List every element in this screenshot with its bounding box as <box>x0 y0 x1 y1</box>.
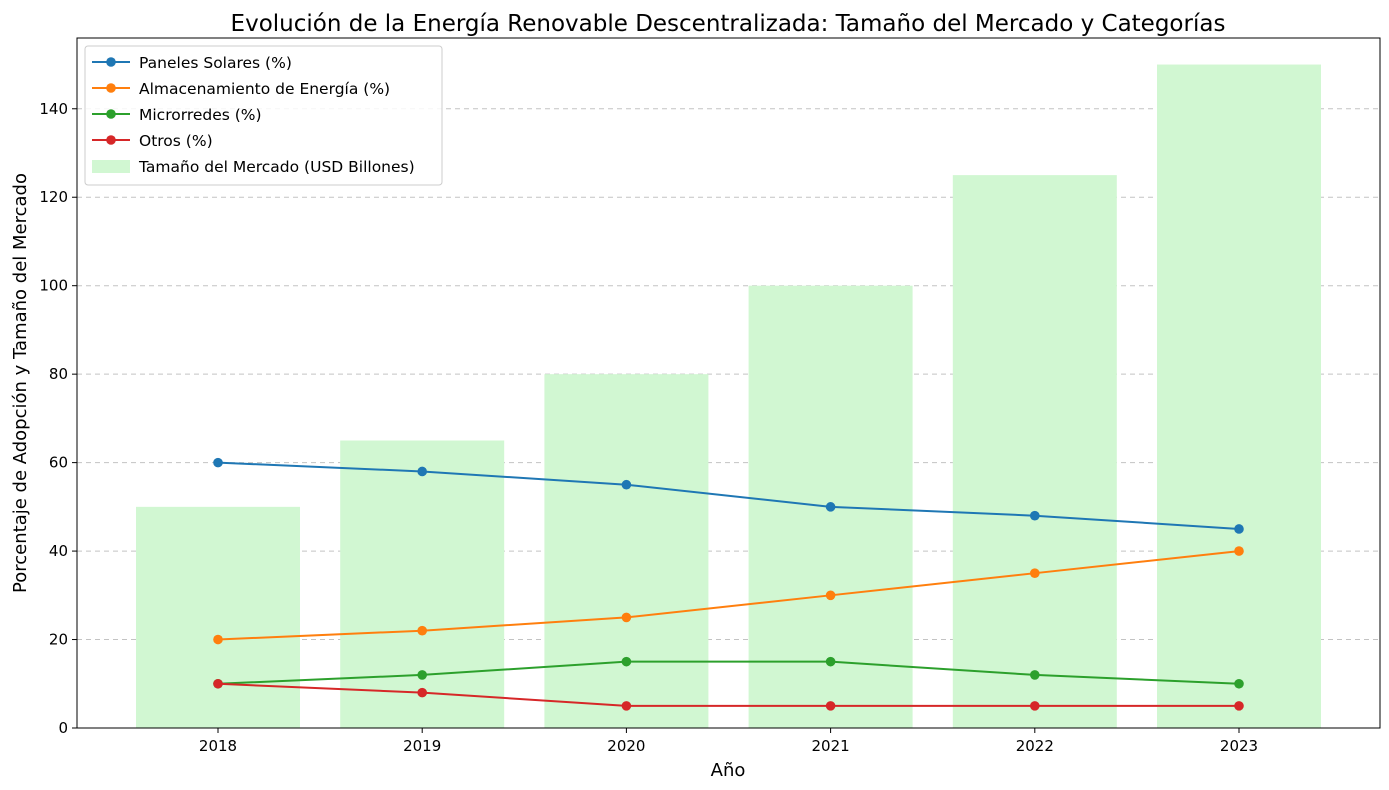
y-tick-label: 80 <box>49 365 68 383</box>
series-line <box>217 660 1240 685</box>
series-point <box>417 687 428 698</box>
series-point <box>213 457 223 468</box>
y-tick-label: 60 <box>49 454 68 472</box>
series-point <box>825 656 836 667</box>
series-point <box>825 590 836 601</box>
series-point <box>1234 678 1244 689</box>
series-line <box>217 461 1240 530</box>
bar-market-size <box>952 175 1117 729</box>
y-tick-label: 120 <box>39 188 68 206</box>
y-tick-label: 20 <box>49 631 68 649</box>
series-point <box>1030 670 1040 680</box>
series-point <box>1030 701 1040 711</box>
legend-label: Otros (%) <box>139 132 213 150</box>
series-point <box>1234 524 1244 534</box>
series-line <box>217 550 1240 641</box>
series-point <box>1234 701 1244 711</box>
series-point <box>213 634 223 645</box>
x-tick-label: 2021 <box>812 737 850 755</box>
x-tick-label: 2023 <box>1220 737 1258 755</box>
y-tick-label: 0 <box>58 719 68 737</box>
series-point <box>1030 568 1040 578</box>
bar-market-size <box>544 374 709 728</box>
legend: Paneles Solares (%) Almacenamiento de Ene… <box>84 45 443 186</box>
y-tick-label: 140 <box>39 100 68 118</box>
x-tick-label: 2019 <box>403 737 441 755</box>
series-point <box>621 612 632 623</box>
series-point <box>621 701 632 711</box>
bar-market-size <box>136 506 300 728</box>
series-point <box>621 479 632 490</box>
series-point <box>1030 510 1040 521</box>
series-point <box>213 678 223 689</box>
chart-title: Evolución de la Energía Renovable Descen… <box>231 11 1226 37</box>
series-point <box>1234 546 1244 556</box>
legend-label: Almacenamiento de Energía (%) <box>139 80 390 98</box>
legend-label: Tamaño del Mercado (USD Billones) <box>138 158 415 176</box>
legend-marker-swatch <box>106 83 116 93</box>
legend-marker-swatch <box>106 109 116 119</box>
series-point <box>825 502 836 512</box>
line-layer <box>213 457 1244 711</box>
series-point <box>417 670 428 680</box>
y-tick-label: 100 <box>39 277 68 295</box>
x-axis-label: Año <box>711 760 746 781</box>
series-point <box>621 656 632 667</box>
legend-marker-swatch <box>106 57 116 67</box>
series-line <box>217 682 1239 707</box>
legend-bar-swatch <box>92 160 130 173</box>
series-point <box>417 625 428 636</box>
bar-market-size <box>1157 64 1321 729</box>
bar-market-size <box>340 440 505 728</box>
legend-box <box>84 45 443 186</box>
legend-marker-swatch <box>106 135 116 145</box>
bar-layer <box>136 64 1321 729</box>
axis-layer: 0 20 40 60 80 100 120 140 2018 2019 2020 2021 2022 20… <box>39 100 1258 755</box>
x-tick-label: 2020 <box>607 737 645 755</box>
legend-label: Microrredes (%) <box>139 106 262 124</box>
y-tick-label: 40 <box>49 542 68 560</box>
x-tick-label: 2022 <box>1016 737 1054 755</box>
series-point <box>825 701 836 711</box>
y-axis-label: Porcentaje de Adopción y Tamaño del Merc… <box>10 173 31 593</box>
plot-frame <box>76 37 1381 729</box>
legend-label: Paneles Solares (%) <box>139 54 292 72</box>
series-point <box>417 466 428 477</box>
x-tick-label: 2018 <box>199 737 237 755</box>
